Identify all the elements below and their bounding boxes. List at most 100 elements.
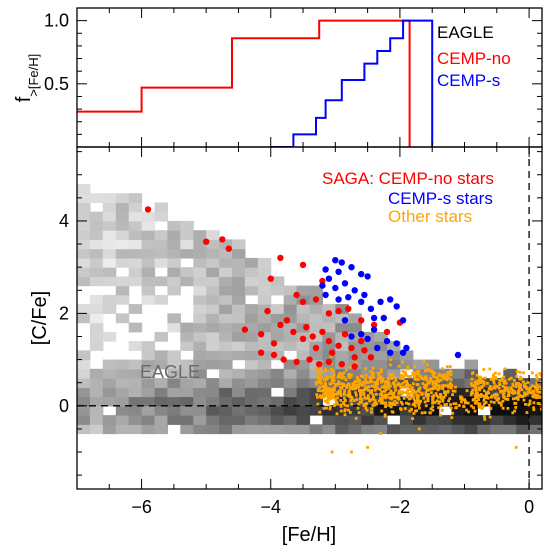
other-star-point <box>492 373 495 376</box>
density-cell <box>335 415 349 425</box>
bottom-x-tick-label: −6 <box>131 497 152 517</box>
other-star-point <box>316 376 319 379</box>
density-cell <box>206 230 220 240</box>
other-star-point <box>390 398 393 401</box>
density-cell <box>219 406 233 416</box>
other-star-point <box>318 373 321 376</box>
density-cell <box>167 313 181 323</box>
other-star-point <box>498 401 501 404</box>
density-cell <box>284 406 298 416</box>
cemp-s-star-point <box>345 294 351 300</box>
other-star-point <box>368 385 371 388</box>
other-star-point <box>498 372 501 375</box>
density-cell <box>232 304 246 314</box>
density-cell <box>219 304 233 314</box>
other-star-point <box>364 378 367 381</box>
other-star-point <box>398 390 401 393</box>
bottom-x-tick-label: 0 <box>524 497 534 517</box>
density-cell <box>284 397 298 407</box>
density-cell <box>193 267 207 277</box>
density-cell <box>116 369 130 379</box>
other-star-point <box>388 402 391 405</box>
other-star-point <box>440 379 443 382</box>
density-cell <box>348 406 362 416</box>
density-cell <box>271 378 285 388</box>
density-cell <box>167 415 181 425</box>
other-star-point <box>385 385 388 388</box>
other-star-point <box>343 389 346 392</box>
density-cell <box>90 332 104 342</box>
density-cell <box>142 415 156 425</box>
density-cell <box>142 424 156 434</box>
other-star-point <box>403 397 406 400</box>
bottom-panel: 024 −6 −4 −2 0 [Fe/H] [C/Fe] EAGLE SAGA: CE… <box>29 147 543 546</box>
other-star-point <box>504 368 507 371</box>
density-cell <box>529 406 543 416</box>
density-cell <box>103 267 117 277</box>
top-panel: 0.51.0 f>[Fe/H] EAGLE CEMP-no CEMP-s <box>13 8 542 147</box>
density-cell <box>245 350 259 360</box>
density-cell <box>180 387 194 397</box>
other-star-point <box>399 407 402 410</box>
other-star-point <box>515 375 518 378</box>
other-star-point <box>315 381 318 384</box>
density-cell <box>142 387 156 397</box>
other-star-point <box>502 393 505 396</box>
other-star-point <box>340 410 343 413</box>
other-star-point <box>533 390 536 393</box>
cemp-no-star-point <box>303 324 309 330</box>
other-star-point <box>423 360 426 363</box>
other-star-point <box>333 379 336 382</box>
other-star-point <box>343 410 346 413</box>
density-cell <box>297 397 311 407</box>
density-cell <box>271 313 285 323</box>
density-cell <box>245 378 259 388</box>
other-star-point <box>357 379 360 382</box>
other-star-point <box>356 385 359 388</box>
other-star-point <box>326 394 329 397</box>
other-star-point <box>358 411 361 414</box>
other-star-point <box>428 382 431 385</box>
density-cell <box>180 276 194 286</box>
density-cell <box>297 313 311 323</box>
density-cell <box>232 276 246 286</box>
other-star-point <box>449 403 452 406</box>
other-star-point <box>523 384 526 387</box>
density-cell <box>219 286 233 296</box>
density-cell <box>155 415 169 425</box>
density-cell <box>155 258 169 268</box>
other-star-point <box>347 409 350 412</box>
cemp-no-star-point <box>319 329 325 335</box>
density-cell <box>452 415 466 425</box>
density-cell <box>129 267 143 277</box>
density-cell <box>103 397 117 407</box>
cemp-no-star-point <box>326 359 332 365</box>
other-star-point <box>490 407 493 410</box>
other-star-point <box>514 397 517 400</box>
other-star-point <box>483 415 486 418</box>
cemp-no-star-point <box>290 329 296 335</box>
cemp-s-star-point <box>326 276 332 282</box>
cemp-s-star-point <box>358 299 364 305</box>
density-cell <box>180 267 194 277</box>
other-star-point <box>387 378 390 381</box>
other-star-point <box>365 386 368 389</box>
other-star-point <box>363 383 366 386</box>
density-cell <box>155 295 169 305</box>
other-star-point <box>361 390 364 393</box>
density-cell <box>426 424 440 434</box>
cemp-s-star-point <box>394 303 400 309</box>
other-star-point <box>441 409 444 412</box>
density-cell <box>206 295 220 305</box>
density-cell <box>348 323 362 333</box>
density-cell <box>335 350 349 360</box>
density-cell <box>90 249 104 259</box>
density-cell <box>271 424 285 434</box>
density-cell <box>90 295 104 305</box>
other-star-point <box>324 400 327 403</box>
other-star-point <box>519 395 522 398</box>
other-star-point <box>380 368 383 371</box>
density-cell <box>180 406 194 416</box>
cemp-s-star-point <box>394 340 400 346</box>
density-cell <box>77 212 91 222</box>
